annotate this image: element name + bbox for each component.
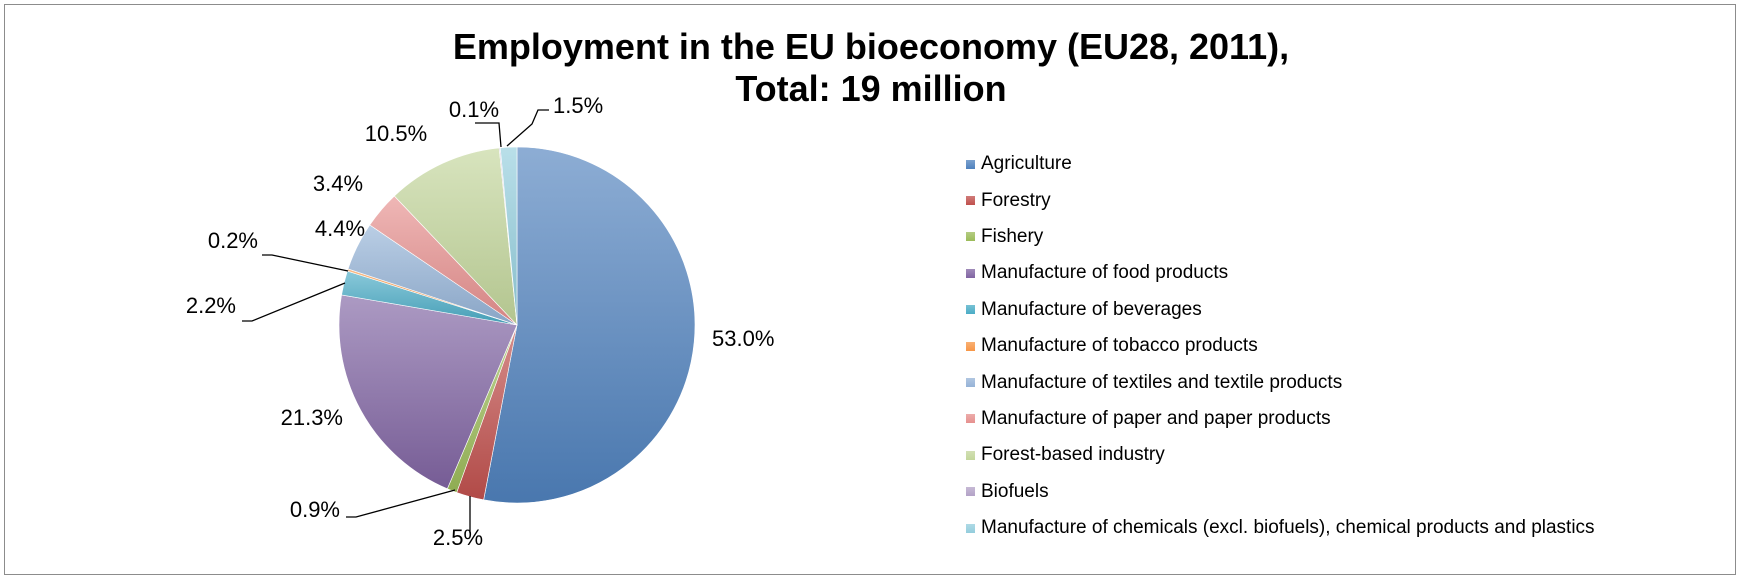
- data-labels: 53.0% 2.5% 0.9% 21.3% 2.2% 0.2% 4.4% 3.4%10.5% 0…: [186, 93, 775, 550]
- legend-swatch: [966, 159, 975, 169]
- legend-label: Fishery: [981, 225, 1044, 247]
- legend-item-manufacture-of-textiles-and-textile-products: Manufacture of textiles and textile prod…: [966, 364, 1595, 400]
- leader-line-manufacture-of-tobacco-products: [262, 254, 349, 272]
- legend-item-manufacture-of-beverages: Manufacture of beverages: [966, 292, 1595, 328]
- legend-item-agriculture: Agriculture: [966, 146, 1595, 182]
- chart-frame: [4, 4, 1736, 575]
- legend-item-forest-based-industry: Forest-based industry: [966, 437, 1595, 473]
- legend-swatch: [966, 341, 975, 351]
- legend-item-manufacture-of-paper-and-paper-products: Manufacture of paper and paper products: [966, 401, 1595, 437]
- legend-label: Manufacture of beverages: [981, 298, 1202, 320]
- data-label-manufacture-of-food-products: 21.3%: [281, 405, 343, 430]
- legend-item-manufacture-of-food-products: Manufacture of food products: [966, 255, 1595, 291]
- pie-slices: [338, 146, 696, 504]
- legend-swatch: [966, 450, 975, 460]
- data-label-agriculture: 53.0%: [712, 326, 774, 351]
- data-label-manufacture-of-textiles-and-textile-products: 4.4%: [315, 216, 365, 241]
- legend-label: Manufacture of food products: [981, 262, 1229, 284]
- chart-title-line-1: Employment in the EU bioeconomy (EU28, 2…: [452, 26, 1290, 67]
- legend-swatch: [966, 305, 975, 315]
- data-label-fishery: 0.9%: [290, 497, 340, 522]
- pie-slice-forest-based-industry: [393, 147, 518, 326]
- legend-swatch: [966, 523, 975, 533]
- legend-label: Forest-based industry: [981, 444, 1165, 466]
- leader-line-manufacture-of-chemicals-excl-biofuels-chemical-products-and-plastics: [506, 109, 549, 147]
- data-label-forestry: 2.5%: [433, 525, 483, 550]
- leader-line-fishery: [346, 489, 456, 518]
- legend-item-manufacture-of-chemicals-excl-biofuels-chemical-products-and-plastics: Manufacture of chemicals (excl. biofuels…: [966, 510, 1595, 546]
- chart-title-line-2: Total: 19 million: [735, 68, 1007, 109]
- legend-swatch: [966, 232, 975, 242]
- legend-label: Manufacture of textiles and textile prod…: [981, 371, 1343, 393]
- legend-swatch: [966, 487, 975, 497]
- legend-item-biofuels: Biofuels: [966, 474, 1595, 510]
- legend-label: Manufacture of paper and paper products: [981, 407, 1331, 429]
- legend-item-fishery: Fishery: [966, 219, 1595, 255]
- leader-lines: [242, 109, 549, 533]
- leader-line-manufacture-of-beverages: [242, 282, 346, 322]
- legend-swatch: [966, 414, 975, 424]
- pie-slice-agriculture: [483, 146, 696, 504]
- legend-label: Biofuels: [981, 480, 1049, 502]
- chart-title: Employment in the EU bioeconomy (EU28, 2…: [0, 26, 1742, 110]
- pie-slice-manufacture-of-food-products: [338, 294, 518, 490]
- data-label-manufacture-of-beverages: 2.2%: [186, 293, 236, 318]
- legend-swatch: [966, 268, 975, 278]
- data-label-manufacture-of-chemicals-excl-biofuels-chemical-products-and-plastics: 1.5%: [553, 93, 603, 118]
- legend-label: Agriculture: [981, 153, 1072, 175]
- leader-line-biofuels: [475, 122, 502, 148]
- legend-swatch: [966, 378, 975, 388]
- legend-item-manufacture-of-tobacco-products: Manufacture of tobacco products: [966, 328, 1595, 364]
- data-label-manufacture-of-paper-and-paper-products: 3.4%: [313, 171, 363, 196]
- legend-label: Forestry: [981, 189, 1051, 211]
- legend: Agriculture Forestry Fishery Manufacture of…: [966, 146, 1595, 546]
- data-label-forest-based-industry: 10.5%: [365, 121, 427, 146]
- legend-swatch: [966, 196, 975, 206]
- data-label-manufacture-of-tobacco-products: 0.2%: [208, 228, 258, 253]
- data-label-biofuels: 0.1%: [449, 97, 499, 122]
- pie-slice-manufacture-of-chemicals-excl-biofuels-chemical-products-and-plastics: [499, 146, 518, 326]
- legend-item-forestry: Forestry: [966, 182, 1595, 218]
- legend-label: Manufacture of chemicals (excl. biofuels…: [981, 517, 1595, 539]
- legend-label: Manufacture of tobacco products: [981, 335, 1258, 357]
